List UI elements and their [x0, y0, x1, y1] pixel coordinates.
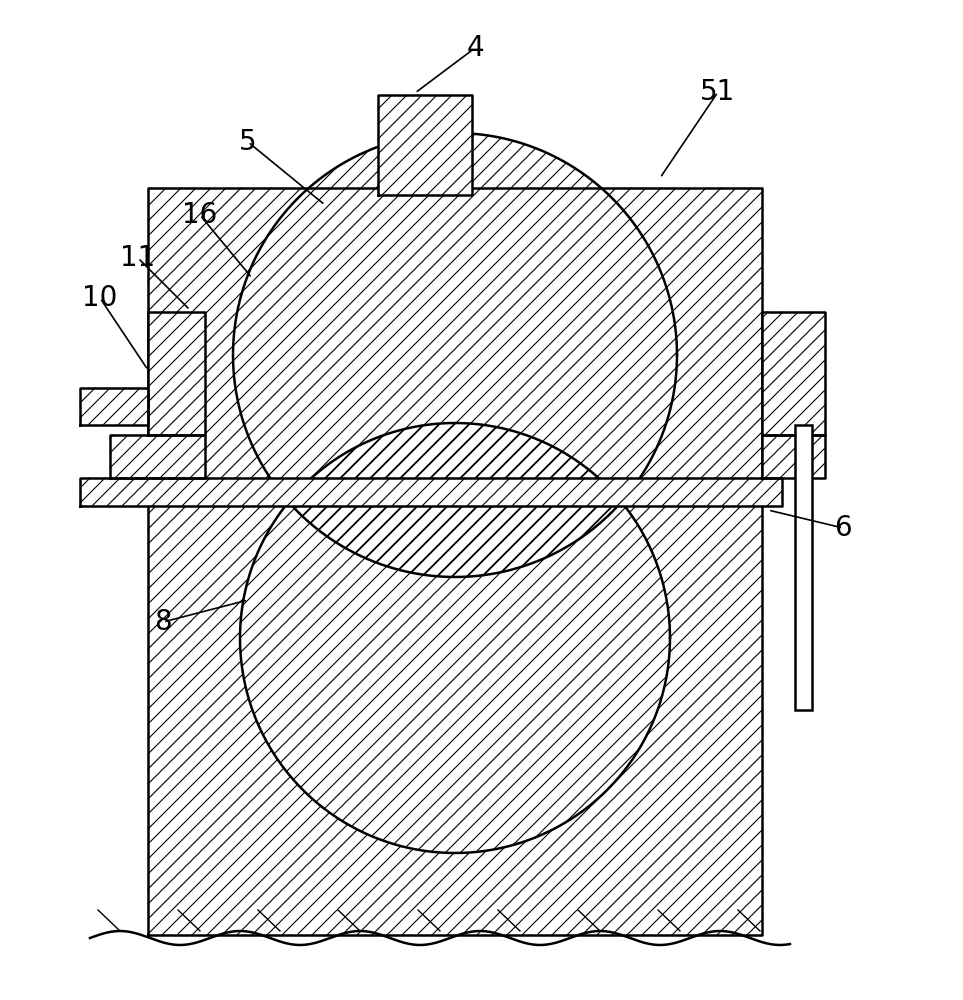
Text: 4: 4	[466, 34, 483, 62]
Text: 5: 5	[239, 128, 257, 156]
Bar	[80, 478, 782, 506]
Bar	[795, 425, 812, 710]
Text: 11: 11	[120, 244, 156, 272]
Bar	[80, 388, 148, 425]
Text: 6: 6	[834, 514, 852, 542]
Text: 10: 10	[82, 284, 117, 312]
Bar	[148, 312, 205, 435]
Bar	[378, 95, 472, 195]
Bar	[110, 435, 205, 478]
Bar	[762, 312, 825, 435]
Text: 16: 16	[182, 201, 218, 229]
Text: 8: 8	[154, 608, 171, 636]
Bar	[762, 435, 825, 478]
Text: 51: 51	[700, 78, 736, 106]
